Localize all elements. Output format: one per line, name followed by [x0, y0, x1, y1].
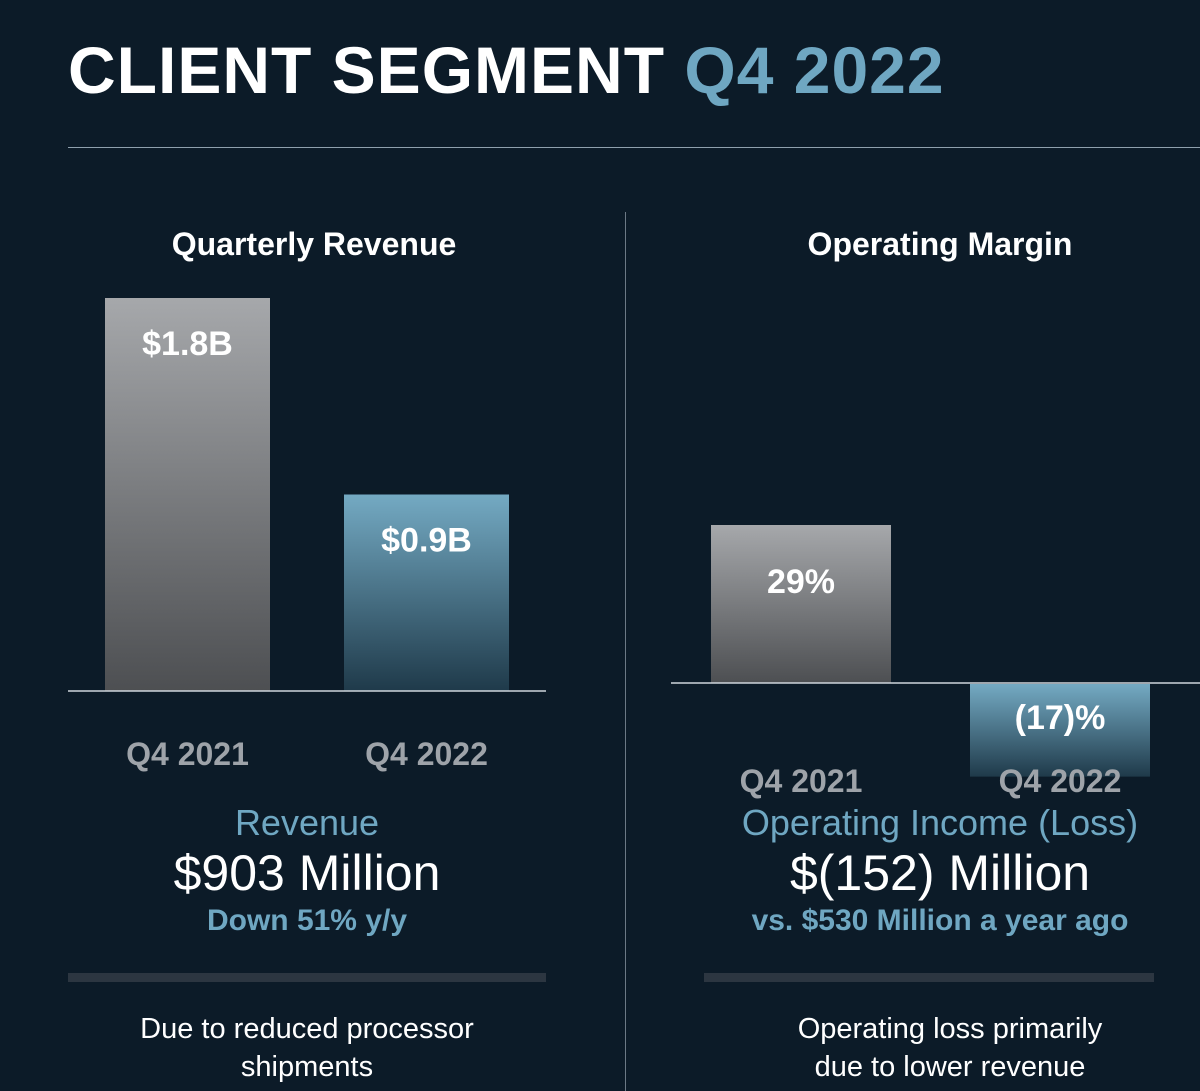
category-label: Q4 2022: [999, 763, 1122, 799]
revenue-note: Due to reduced processor shipments: [68, 1010, 546, 1086]
operating-income-note-line2: due to lower revenue: [814, 1051, 1086, 1083]
revenue-metric: Revenue $903 Million Down 51% y/y: [68, 802, 546, 938]
bar-value-label: 29%: [767, 563, 835, 601]
category-label: Q4 2022: [365, 736, 488, 772]
operating-income-label: Operating Income (Loss): [741, 802, 1139, 843]
bar-q4-2021: [105, 298, 270, 691]
chart-title-1: Operating Margin: [808, 226, 1073, 262]
operating-income-comparison: vs. $530 Million a year ago: [751, 904, 1129, 937]
operating-income-value: $(152) Million: [789, 845, 1091, 901]
page-title: CLIENT SEGMENT Q4 2022: [68, 32, 945, 108]
operating-income-metric: Operating Income (Loss) $(152) Million v…: [680, 802, 1200, 938]
operating-income-note: Operating loss primarily due to lower re…: [700, 1010, 1200, 1086]
title-accent: Q4 2022: [684, 33, 945, 107]
bar-q4-2021: [711, 525, 891, 683]
title-main: CLIENT SEGMENT: [68, 33, 666, 107]
title-rule: [68, 147, 1200, 148]
left-separator: [68, 973, 546, 982]
revenue-label: Revenue: [234, 802, 380, 843]
revenue-note-line2: shipments: [240, 1051, 374, 1083]
right-separator: [704, 973, 1154, 982]
operating-income-note-line1: Operating loss primarily: [797, 1013, 1103, 1045]
bar-q4-2022: [344, 494, 509, 691]
bar-value-label: (17)%: [1015, 699, 1106, 737]
panel-divider: [625, 212, 626, 1091]
bar-value-label: $0.9B: [381, 522, 472, 560]
category-label: Q4 2021: [126, 736, 249, 772]
category-label: Q4 2021: [740, 763, 863, 799]
charts-canvas: Quarterly Revenue $1.8B Q4 2021 $0.9B Q4 202…: [68, 226, 1200, 799]
chart-title-0: Quarterly Revenue: [172, 226, 457, 262]
bar-q4-2022: [970, 684, 1150, 777]
bar-value-label: $1.8B: [142, 325, 233, 363]
revenue-change: Down 51% y/y: [206, 904, 408, 937]
revenue-note-line1: Due to reduced processor: [140, 1013, 474, 1045]
revenue-value: $903 Million: [173, 845, 441, 901]
